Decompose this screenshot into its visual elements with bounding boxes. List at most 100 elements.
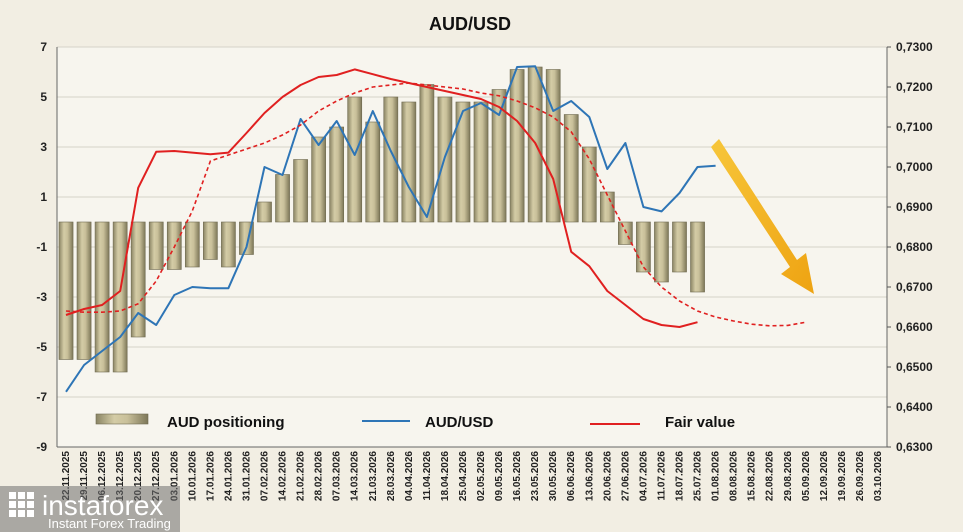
x-tick-label: 28.03.2026 [386, 451, 397, 501]
x-tick-label: 09.05.2026 [494, 451, 505, 501]
x-tick-label: 06.06.2026 [566, 451, 577, 501]
y-left-tick-label: 5 [40, 90, 47, 104]
bar-aud-positioning [618, 221, 633, 245]
bar-aud-positioning [184, 221, 200, 268]
x-tick-label: 01.08.2026 [711, 451, 722, 501]
legend-label-audusd: AUD/USD [425, 414, 494, 431]
bar-aud-positioning [581, 146, 597, 223]
x-tick-label: 14.02.2026 [278, 451, 289, 501]
x-tick-label: 13.06.2026 [584, 451, 595, 501]
y-left-tick-label: -1 [36, 240, 47, 254]
bar-aud-positioning [654, 221, 669, 283]
y-right-tick-label: 0,6700 [896, 280, 933, 294]
bar-aud-positioning [58, 221, 74, 360]
forecast-arrow [711, 139, 814, 294]
bar-aud-positioning [76, 221, 92, 360]
x-tick-label: 03.01.2026 [169, 451, 180, 501]
bar-aud-positioning [293, 159, 308, 223]
bar-aud-positioning [690, 221, 705, 293]
legend: AUD positioning AUD/USD Fair value [95, 413, 735, 431]
y-left-tick-label: 3 [40, 140, 47, 154]
y-left-tick-label: 7 [40, 40, 47, 54]
bar-aud-positioning [130, 221, 146, 338]
y-right-tick-label: 0,6400 [896, 400, 933, 414]
x-tick-label: 13.12.2025 [115, 451, 126, 501]
watermark-tagline: Instant Forex Trading [48, 516, 171, 531]
bar-aud-positioning [112, 221, 128, 373]
bar-aud-positioning [455, 101, 471, 223]
x-tick-label: 17.01.2026 [205, 451, 216, 501]
x-tick-label: 04.07.2026 [638, 451, 649, 501]
bar-aud-positioning [347, 96, 363, 223]
x-tick-label: 27.06.2026 [620, 451, 631, 501]
legend-label-aud-positioning: AUD positioning [167, 414, 284, 431]
x-tick-label: 25.04.2026 [458, 451, 469, 501]
watermark-logo-icon [9, 492, 34, 517]
y-left-tick-label: 1 [40, 190, 47, 204]
x-tick-label: 22.11.2025 [61, 451, 72, 501]
x-tick-label: 27.12.2025 [151, 451, 162, 501]
bar-aud-positioning [419, 84, 435, 223]
x-tick-label: 08.08.2026 [729, 451, 740, 501]
x-tick-label: 29.11.2025 [79, 451, 90, 501]
bar-aud-positioning [401, 101, 417, 223]
bar-aud-positioning [636, 221, 651, 273]
x-tick-label: 21.03.2026 [368, 451, 379, 501]
bar-aud-positioning [545, 69, 561, 223]
x-tick-label: 05.09.2026 [801, 451, 812, 501]
watermark: instaforex Instant Forex Trading [0, 486, 180, 532]
x-tick-label: 03.10.2026 [873, 451, 884, 501]
bar-aud-positioning [203, 221, 218, 260]
bar-aud-positioning [94, 221, 110, 373]
bar-aud-positioning [509, 69, 525, 223]
bar-aud-positioning [257, 201, 272, 223]
y-left-tick-label: -7 [36, 390, 47, 404]
y-right-tick-label: 0,6300 [896, 440, 933, 454]
y-left-tick-label: -9 [36, 440, 47, 454]
x-tick-label: 31.01.2026 [241, 451, 252, 501]
x-tick-label: 20.12.2025 [133, 451, 144, 501]
x-tick-label: 23.05.2026 [530, 451, 541, 501]
x-tick-label: 29.08.2026 [783, 451, 794, 501]
x-tick-label: 28.02.2026 [314, 451, 325, 501]
x-tick-label: 07.02.2026 [260, 451, 271, 501]
y-left-tick-label: -5 [36, 340, 47, 354]
bar-aud-positioning [563, 114, 579, 223]
line-fair-value-trend [65, 82, 806, 327]
y-right-tick-label: 0,6500 [896, 360, 933, 374]
legend-label-fair-value: Fair value [665, 414, 735, 431]
line-fair-value [65, 68, 698, 328]
y-right-tick-label: 0,6800 [896, 240, 933, 254]
x-tick-label: 24.01.2026 [223, 451, 234, 501]
bar-aud-positioning [491, 89, 507, 223]
legend-swatch-aud-positioning [95, 413, 149, 425]
bar-aud-positioning [275, 174, 290, 223]
x-tick-label: 07.03.2026 [332, 451, 343, 501]
x-tick-label: 18.04.2026 [440, 451, 451, 501]
x-tick-label: 11.04.2026 [422, 451, 433, 501]
line-aud-usd [65, 65, 716, 393]
bar-aud-positioning [148, 221, 164, 270]
bar-aud-positioning [365, 121, 381, 223]
forecast-arrow-icon [711, 139, 814, 294]
y-right-tick-label: 0,7200 [896, 80, 933, 94]
x-tick-label: 14.03.2026 [350, 451, 361, 501]
bar-aud-positioning [599, 191, 615, 223]
x-tick-label: 10.01.2026 [187, 451, 198, 501]
bar-aud-positioning [383, 96, 399, 223]
y-right-tick-label: 0,7100 [896, 120, 933, 134]
x-tick-label: 18.07.2026 [675, 451, 686, 501]
x-tick-label: 12.09.2026 [819, 451, 830, 501]
x-tick-label: 25.07.2026 [693, 451, 704, 501]
x-tick-label: 04.04.2026 [404, 451, 415, 501]
bar-aud-positioning [473, 101, 489, 223]
right-axis-labels: 0,7300 0,7200 0,7100 0,7000 0,6900 0,6800 0,67… [887, 40, 933, 454]
x-axis-labels: 22.11.2025 29.11.2025 06.12.2025 13.12.2025… [61, 451, 884, 501]
y-right-tick-label: 0,7000 [896, 160, 933, 174]
y-left-tick-label: -3 [36, 290, 47, 304]
y-right-tick-label: 0,7300 [896, 40, 933, 54]
series-lines [65, 65, 806, 393]
x-tick-label: 02.05.2026 [476, 451, 487, 501]
x-tick-label: 16.05.2026 [512, 451, 523, 501]
x-tick-label: 11.07.2026 [656, 451, 667, 501]
